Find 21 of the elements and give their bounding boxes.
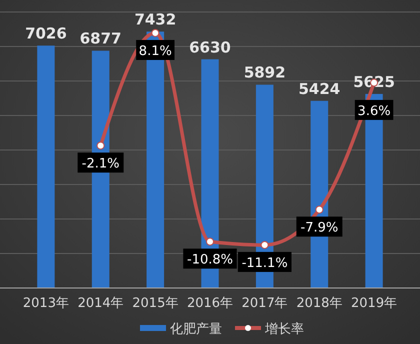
x-tick-label: 2013年 [22,296,69,311]
data-label: 6877 [80,30,122,48]
x-tick-label: 2014年 [78,296,124,311]
data-label: 3.6% [358,104,391,119]
legend-label: 化肥产量 [170,322,222,337]
data-label: -2.1% [82,156,120,172]
data-label: 7026 [25,24,67,43]
x-tick-label: 2015年 [132,296,178,311]
x-tick-label: 2019年 [351,296,398,311]
data-label: 7432 [134,10,176,29]
x-tick-label: 2016年 [186,296,234,311]
data-label: 5892 [244,64,286,82]
data-label: -10.8% [187,252,233,268]
data-label: 5424 [298,80,340,98]
data-label: 8.1% [138,44,172,59]
data-label: -11.1% [242,256,288,271]
data-label: 6630 [189,38,231,56]
x-tick-label: 2017年 [242,296,288,311]
data-label: -7.9% [300,220,338,236]
x-tick-label: 2018年 [296,296,342,311]
legend-label: 增长率 [264,321,304,337]
